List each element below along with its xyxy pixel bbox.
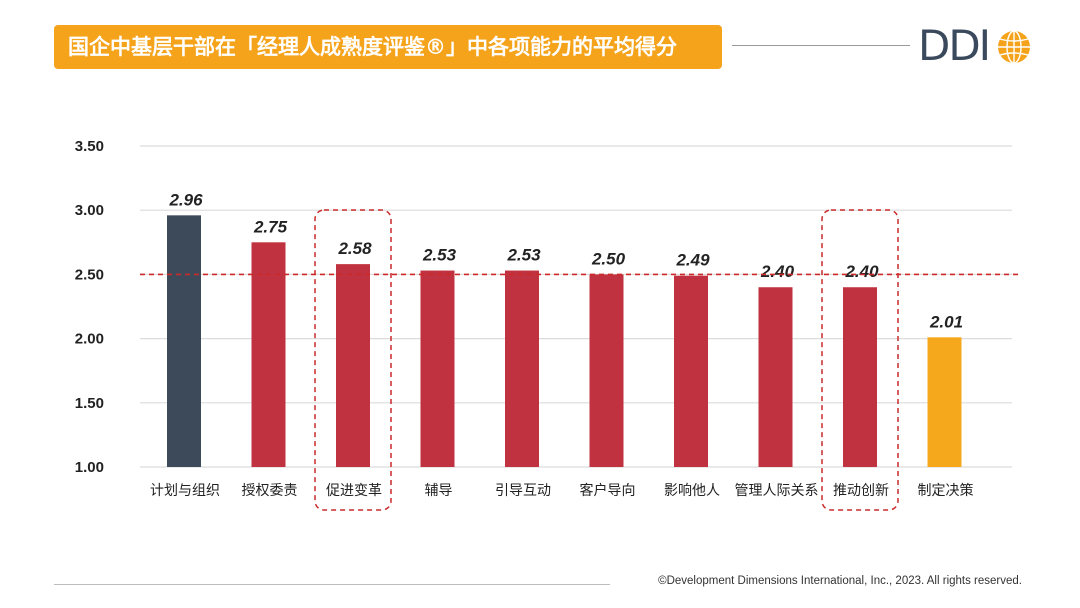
category-label: 推动创新 bbox=[833, 483, 889, 499]
value-label: 2.53 bbox=[506, 246, 541, 265]
y-tick-label: 3.50 bbox=[75, 138, 104, 155]
value-label: 2.75 bbox=[253, 217, 288, 236]
y-tick-label: 2.50 bbox=[75, 266, 104, 283]
footer-divider bbox=[54, 584, 610, 585]
category-label: 促进变革 bbox=[326, 483, 382, 499]
value-label: 2.49 bbox=[675, 251, 710, 270]
bar bbox=[336, 264, 370, 467]
chart-title: 国企中基层干部在「经理人成熟度评鉴®」中各项能力的平均得分 bbox=[68, 35, 677, 59]
bar bbox=[843, 287, 877, 467]
title-divider bbox=[732, 45, 910, 46]
bar-chart: 1.00 1.50 2.00 2.50 3.00 3.50 2.96 计划与组织 2.75 授权委… bbox=[75, 138, 1018, 511]
title-banner: 国企中基层干部在「经理人成熟度评鉴®」中各项能力的平均得分 bbox=[54, 25, 722, 69]
y-tick-label: 3.00 bbox=[75, 202, 104, 219]
highlight-box bbox=[314, 209, 392, 511]
bar bbox=[674, 275, 708, 467]
value-label: 2.01 bbox=[929, 312, 963, 331]
bar bbox=[505, 270, 539, 467]
bar bbox=[589, 274, 624, 467]
bar bbox=[420, 270, 455, 467]
copyright-text: ©Development Dimensions International, I… bbox=[658, 575, 1022, 587]
ddi-logo: DDI bbox=[918, 21, 1038, 70]
value-label: 2.50 bbox=[591, 249, 626, 268]
category-label: 引导互动 bbox=[495, 483, 551, 499]
y-tick-label: 2.00 bbox=[75, 331, 104, 348]
y-tick-label: 1.00 bbox=[75, 459, 104, 476]
category-label: 制定决策 bbox=[918, 482, 974, 499]
value-label: 2.58 bbox=[337, 239, 372, 258]
value-label: 2.96 bbox=[168, 190, 203, 209]
category-label: 管理人际关系 bbox=[735, 483, 819, 499]
bar bbox=[927, 337, 962, 467]
bar bbox=[251, 242, 286, 467]
value-label: 2.53 bbox=[422, 246, 457, 265]
y-tick-label: 1.50 bbox=[75, 395, 104, 412]
value-label: 2.40 bbox=[844, 262, 879, 281]
value-label: 2.40 bbox=[760, 262, 795, 281]
bar bbox=[758, 287, 793, 467]
category-label: 影响他人 bbox=[664, 483, 720, 499]
bar bbox=[167, 215, 201, 467]
highlight-box bbox=[821, 209, 899, 511]
category-label: 客户导向 bbox=[580, 482, 636, 499]
category-label: 辅导 bbox=[425, 483, 453, 499]
globe-icon bbox=[998, 30, 1030, 64]
category-label: 计划与组织 bbox=[150, 483, 220, 499]
category-label: 授权委责 bbox=[242, 483, 298, 499]
logo-text: DDI bbox=[918, 21, 991, 70]
